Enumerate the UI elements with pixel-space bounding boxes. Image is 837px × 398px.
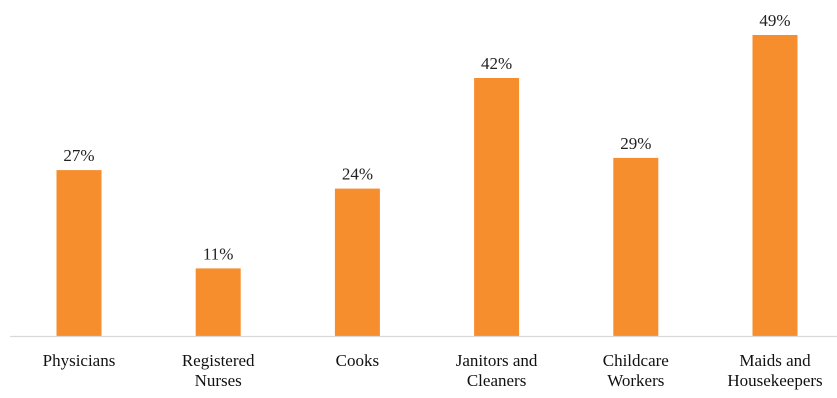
category-label-1-line-1: Nurses xyxy=(195,371,242,390)
value-label-3: 42% xyxy=(481,54,512,73)
category-label-3: Janitors and Cleaners xyxy=(456,351,538,390)
category-label-4-line-1: Workers xyxy=(607,371,664,390)
category-labels-layer: Physicians Registered Nurses Cooks Janitors … xyxy=(43,351,823,390)
bar-3 xyxy=(474,78,520,336)
category-label-3-line-1: Cleaners xyxy=(467,371,526,390)
category-label-4: Childcare Workers xyxy=(603,351,669,390)
category-label-4-line-0: Childcare xyxy=(603,351,669,370)
category-label-1: Registered Nurses xyxy=(182,351,255,390)
category-label-5: Maids and Housekeepers xyxy=(727,351,822,390)
value-label-4: 29% xyxy=(620,134,651,153)
value-label-1: 11% xyxy=(203,244,234,263)
bar-5 xyxy=(752,35,798,336)
bar-2 xyxy=(334,188,380,336)
category-label-2: Cooks xyxy=(336,351,379,370)
category-label-3-line-0: Janitors and xyxy=(456,351,538,370)
category-label-1-line-0: Registered xyxy=(182,351,255,370)
bar-4 xyxy=(613,157,659,336)
bars-layer xyxy=(56,35,798,336)
category-label-5-line-0: Maids and xyxy=(739,351,811,370)
value-labels-layer: 27% 11% 24% 42% 29% 49% xyxy=(63,11,790,263)
value-label-0: 27% xyxy=(63,146,94,165)
category-label-5-line-1: Housekeepers xyxy=(727,371,822,390)
value-label-2: 24% xyxy=(342,165,373,184)
bar-0 xyxy=(56,170,102,336)
value-label-5: 49% xyxy=(759,11,790,30)
category-label-0: Physicians xyxy=(43,351,116,370)
category-label-0-line-0: Physicians xyxy=(43,351,116,370)
bar-1 xyxy=(195,268,241,336)
category-label-2-line-0: Cooks xyxy=(336,351,379,370)
